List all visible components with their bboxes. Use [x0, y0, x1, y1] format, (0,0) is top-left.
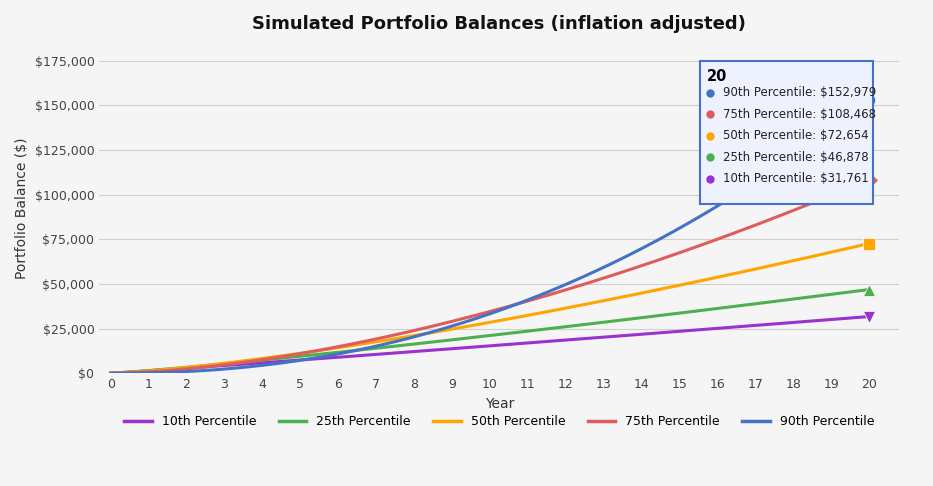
- Title: Simulated Portfolio Balances (inflation adjusted): Simulated Portfolio Balances (inflation …: [253, 15, 746, 33]
- Y-axis label: Portfolio Balance ($): Portfolio Balance ($): [15, 138, 29, 279]
- Text: 10th Percentile: $31,761: 10th Percentile: $31,761: [723, 172, 869, 185]
- Text: 75th Percentile: $108,468: 75th Percentile: $108,468: [723, 108, 876, 121]
- Text: 25th Percentile: $46,878: 25th Percentile: $46,878: [723, 151, 869, 164]
- Text: 20: 20: [707, 69, 728, 84]
- Text: 90th Percentile: $152,979: 90th Percentile: $152,979: [723, 87, 876, 100]
- Text: 50th Percentile: $72,654: 50th Percentile: $72,654: [723, 129, 869, 142]
- Legend: 10th Percentile, 25th Percentile, 50th Percentile, 75th Percentile, 90th Percent: 10th Percentile, 25th Percentile, 50th P…: [119, 410, 880, 433]
- X-axis label: Year: Year: [484, 397, 514, 411]
- FancyBboxPatch shape: [701, 61, 873, 204]
